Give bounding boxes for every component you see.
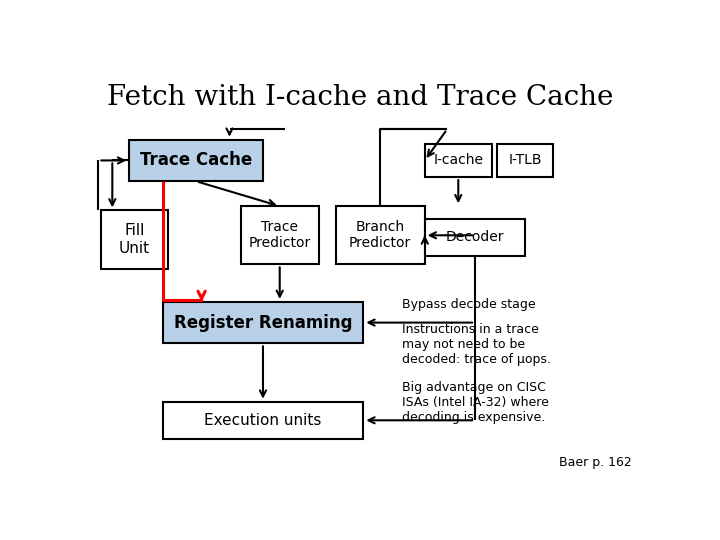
Text: Execution units: Execution units <box>204 413 322 428</box>
Text: Register Renaming: Register Renaming <box>174 314 352 332</box>
Text: Fetch with I-cache and Trace Cache: Fetch with I-cache and Trace Cache <box>107 84 613 111</box>
FancyBboxPatch shape <box>425 219 526 256</box>
Text: Branch
Predictor: Branch Predictor <box>349 220 411 251</box>
Text: I-TLB: I-TLB <box>508 153 542 167</box>
Text: Baer p. 162: Baer p. 162 <box>559 456 631 469</box>
FancyBboxPatch shape <box>163 402 364 439</box>
FancyBboxPatch shape <box>498 144 553 177</box>
FancyBboxPatch shape <box>163 302 364 343</box>
Text: Decoder: Decoder <box>446 231 504 245</box>
Text: Trace Cache: Trace Cache <box>140 151 252 170</box>
FancyBboxPatch shape <box>240 206 319 265</box>
FancyBboxPatch shape <box>101 210 168 268</box>
Text: Bypass decode stage: Bypass decode stage <box>402 298 536 310</box>
Text: I-cache: I-cache <box>433 153 483 167</box>
Text: Big advantage on CISC
ISAs (Intel IA-32) where
decoding is expensive.: Big advantage on CISC ISAs (Intel IA-32)… <box>402 381 549 424</box>
Text: Trace
Predictor: Trace Predictor <box>248 220 311 251</box>
Text: Instructions in a trace
may not need to be
decoded: trace of μops.: Instructions in a trace may not need to … <box>402 322 552 366</box>
FancyBboxPatch shape <box>425 144 492 177</box>
FancyBboxPatch shape <box>129 140 263 181</box>
Text: Fill
Unit: Fill Unit <box>119 223 150 255</box>
FancyBboxPatch shape <box>336 206 425 265</box>
